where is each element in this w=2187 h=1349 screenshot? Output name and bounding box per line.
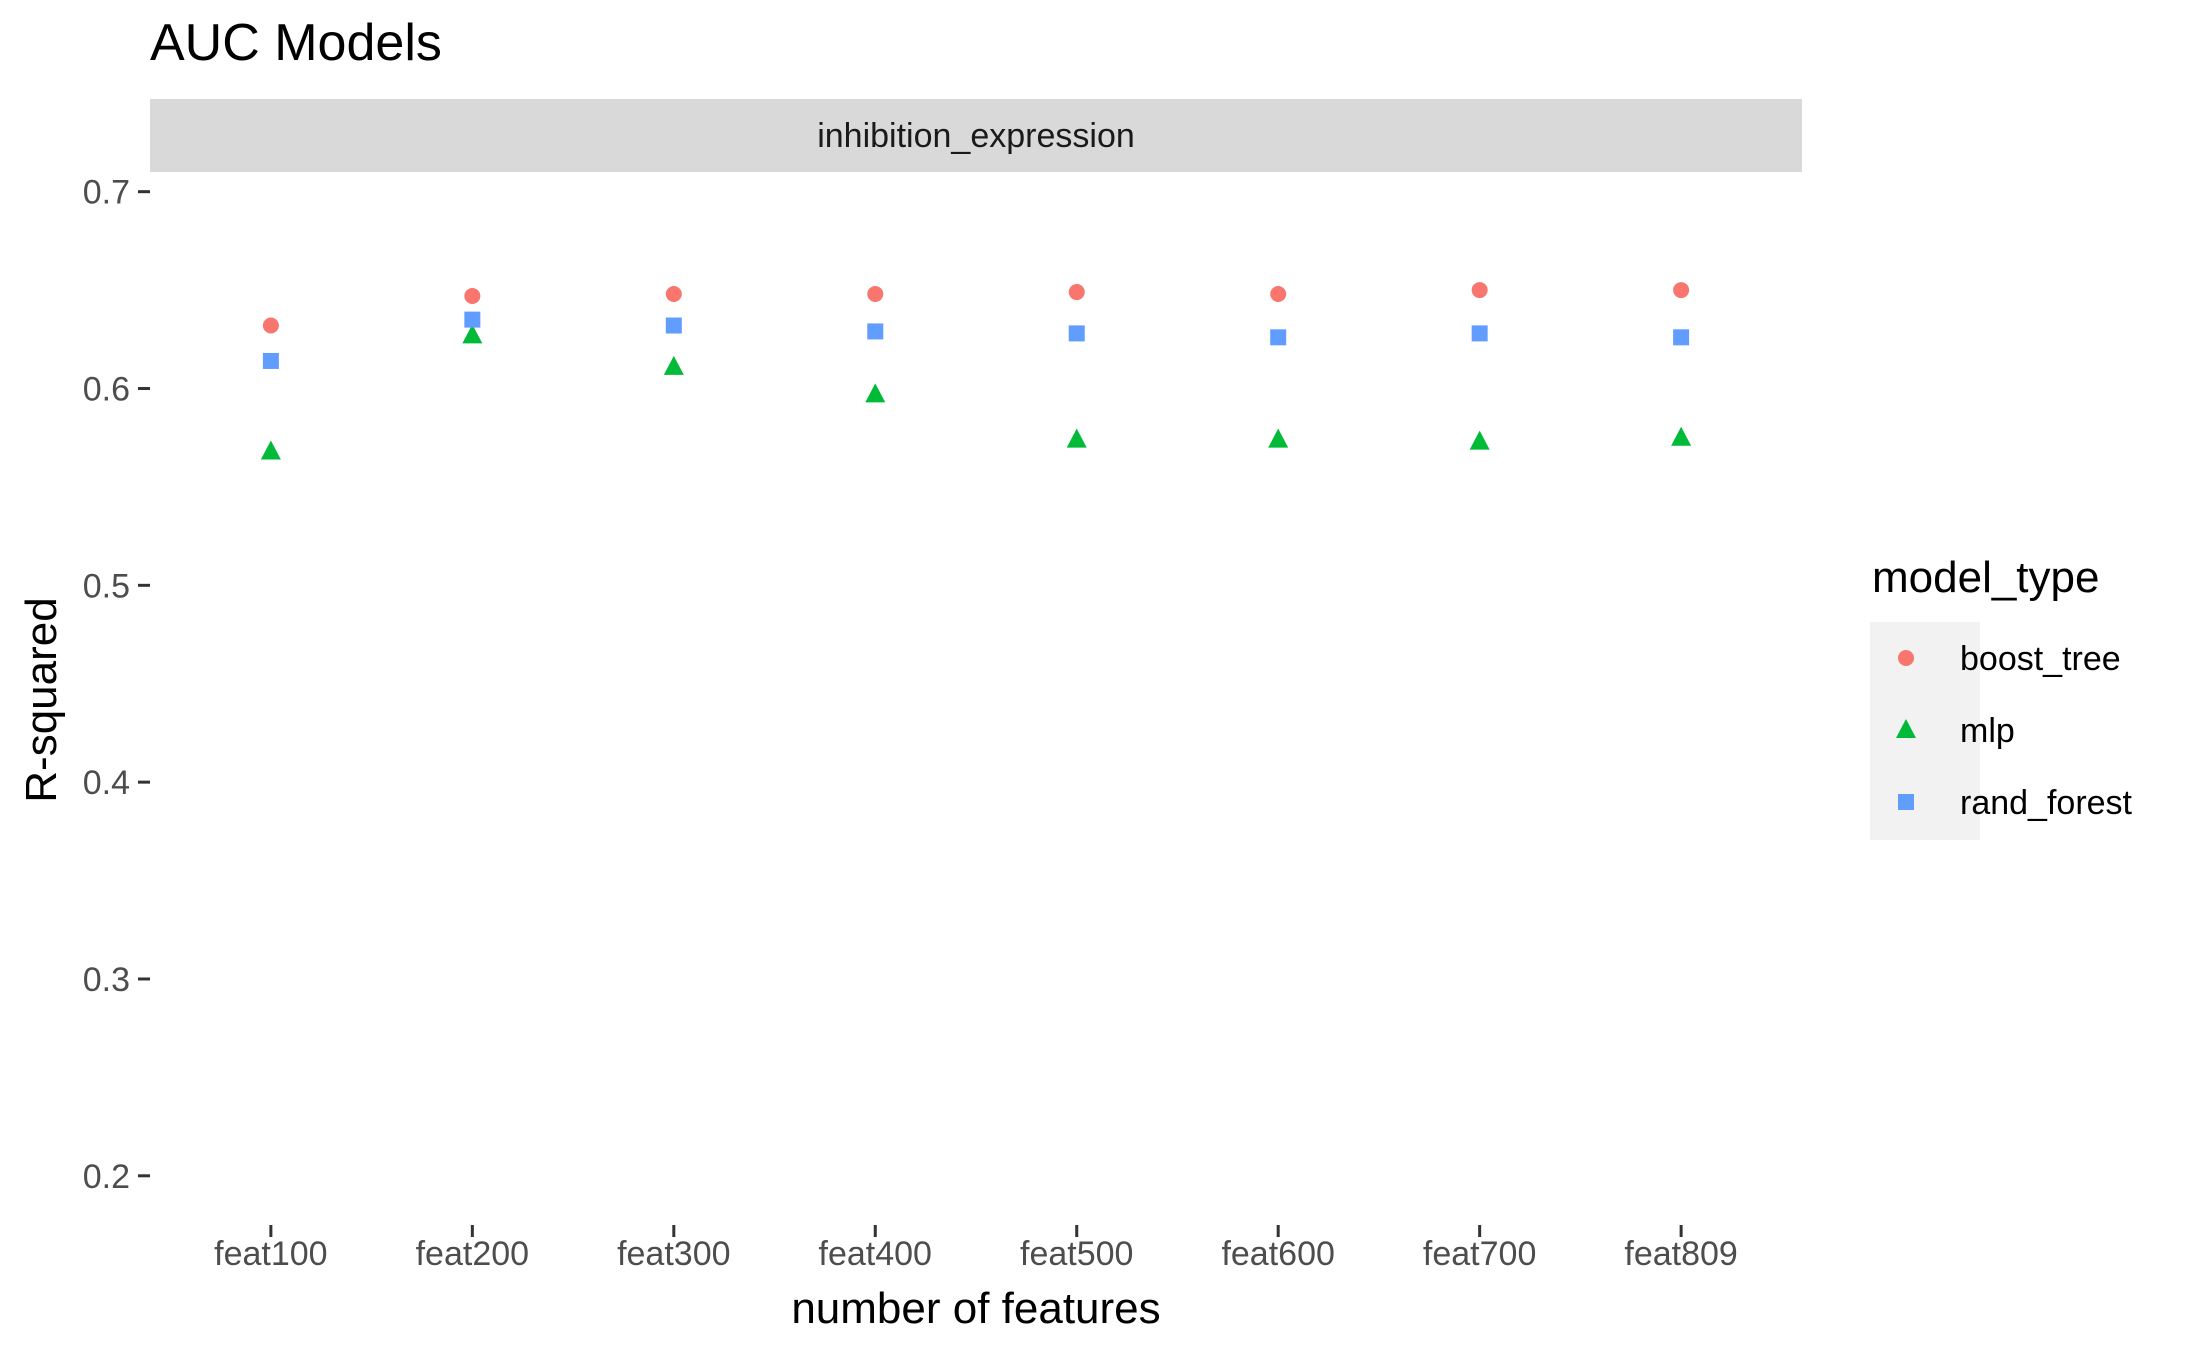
x-tick-label: feat100 xyxy=(214,1235,327,1273)
point-boost_tree xyxy=(665,286,682,303)
point-mlp xyxy=(1066,428,1087,448)
point-mlp xyxy=(663,355,684,375)
legend-title: model_type xyxy=(1872,553,2099,602)
point-boost_tree xyxy=(867,286,884,303)
point-mlp xyxy=(1469,430,1490,450)
y-tick-label: 0.5 xyxy=(83,567,130,605)
x-axis-title: number of features xyxy=(791,1284,1160,1333)
point-rand_forest xyxy=(1068,325,1085,342)
x-tick-label: feat600 xyxy=(1221,1235,1334,1273)
legend-key-boost_tree xyxy=(1898,650,1914,666)
legend-label: boost_tree xyxy=(1960,640,2121,678)
point-rand_forest xyxy=(1270,329,1287,346)
point-mlp xyxy=(865,383,886,403)
y-axis: 0.2 0.3 0.4 0.5 0.6 0.7 xyxy=(83,174,150,1196)
point-rand_forest xyxy=(1673,329,1690,346)
point-boost_tree xyxy=(1068,284,1085,301)
facet-strip xyxy=(150,99,1802,172)
x-tick-label: feat700 xyxy=(1423,1235,1536,1273)
legend-key-background xyxy=(1870,622,1980,840)
point-rand_forest xyxy=(464,311,481,328)
legend-label: rand_forest xyxy=(1960,784,2133,822)
point-mlp xyxy=(260,440,281,460)
chart-title: AUC Models xyxy=(150,14,442,72)
y-tick-label: 0.6 xyxy=(83,371,130,409)
point-mlp xyxy=(1268,428,1289,448)
y-tick-label: 0.2 xyxy=(83,1158,130,1196)
point-rand_forest xyxy=(665,317,682,334)
x-axis: feat100 feat200 feat300 feat400 feat500 feat6… xyxy=(214,1225,1738,1273)
legend-key-mlp xyxy=(1896,719,1916,738)
point-boost_tree xyxy=(262,317,279,334)
y-axis-title: R-squared xyxy=(17,597,66,802)
point-rand_forest xyxy=(1471,325,1488,342)
x-tick-label: feat300 xyxy=(617,1235,730,1273)
point-boost_tree xyxy=(1270,286,1287,303)
y-tick-label: 0.4 xyxy=(83,764,130,802)
y-tick-label: 0.3 xyxy=(83,961,130,999)
y-tick-label: 0.7 xyxy=(83,174,130,212)
facet-label: inhibition_expression xyxy=(817,117,1135,155)
point-rand_forest xyxy=(867,323,884,340)
point-rand_forest xyxy=(262,352,279,369)
legend-key-rand_forest xyxy=(1898,794,1914,810)
x-tick-label: feat400 xyxy=(819,1235,932,1273)
point-boost_tree xyxy=(1471,282,1488,299)
point-boost_tree xyxy=(1673,282,1690,299)
x-tick-label: feat809 xyxy=(1624,1235,1737,1273)
legend-label: mlp xyxy=(1960,712,2015,750)
x-tick-label: feat500 xyxy=(1020,1235,1133,1273)
point-boost_tree xyxy=(464,287,481,304)
data-points xyxy=(260,282,1692,460)
point-mlp xyxy=(462,324,483,344)
point-mlp xyxy=(1671,426,1692,446)
x-tick-label: feat200 xyxy=(416,1235,529,1273)
